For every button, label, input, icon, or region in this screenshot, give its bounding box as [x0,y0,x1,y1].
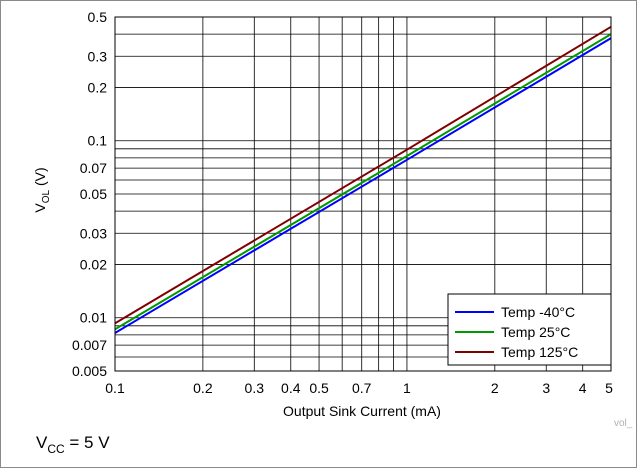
vcc-sub: CC [47,442,65,456]
vcc-note: VCC = 5 V [36,433,110,456]
x-tick-label: 0.3 [245,380,265,396]
y-axis-label-unit: (V) [32,167,48,190]
series-lines [114,25,612,334]
x-tick-label: 0.2 [193,380,213,396]
legend-label: Temp 25°C [501,324,570,340]
vcc-rest: = 5 V [65,433,111,452]
y-tick-label: 0.3 [88,48,108,64]
series-line [114,25,612,325]
y-tick-label: 0.03 [80,225,107,241]
x-tick-label: 0.1 [105,380,125,396]
y-tick-labels: 0.005 0.007 0.01 0.02 0.03 0.05 0.07 0.1 0.2 0.3 0… [72,9,107,379]
y-axis-label-sub: OL [41,190,52,204]
x-tick-label: 0.4 [281,380,301,396]
y-tick-label: 0.5 [88,9,108,25]
y-tick-label: 0.2 [88,79,108,95]
y-tick-label: 0.05 [80,186,107,202]
x-tick-label: 0.7 [352,380,372,396]
x-tick-label: 0.5 [309,380,329,396]
y-axis-label: VOL (V) [32,167,52,212]
y-tick-label: 0.1 [88,133,108,149]
y-tick-label: 0.07 [80,160,107,176]
x-tick-label: 1 [403,380,411,396]
plot-border [114,16,612,372]
y-tick-label: 0.02 [80,256,107,272]
legend: Temp -40°C Temp 25°C Temp 125°C [447,293,612,366]
y-tick-label: 0.007 [72,337,107,353]
legend-label: Temp -40°C [501,304,575,320]
vcc-main: V [36,433,48,452]
legend-label: Temp 125°C [501,344,578,360]
figure-tag: vol_ [614,418,633,429]
series-line [114,37,612,334]
x-axis-label: Output Sink Current (mA) [283,403,441,419]
x-tick-label: 2 [491,380,499,396]
series-line [114,33,612,331]
y-axis-label-main: V [32,203,48,213]
x-tick-label: 5 [605,380,613,396]
legend-box [447,293,612,366]
x-tick-label: 3 [542,380,550,396]
y-tick-label: 0.005 [72,363,107,379]
y-tick-label: 0.01 [80,310,107,326]
x-tick-labels: 0.1 0.2 0.3 0.4 0.5 0.7 1 2 3 4 5 [105,380,613,396]
x-tick-label: 4 [579,380,587,396]
